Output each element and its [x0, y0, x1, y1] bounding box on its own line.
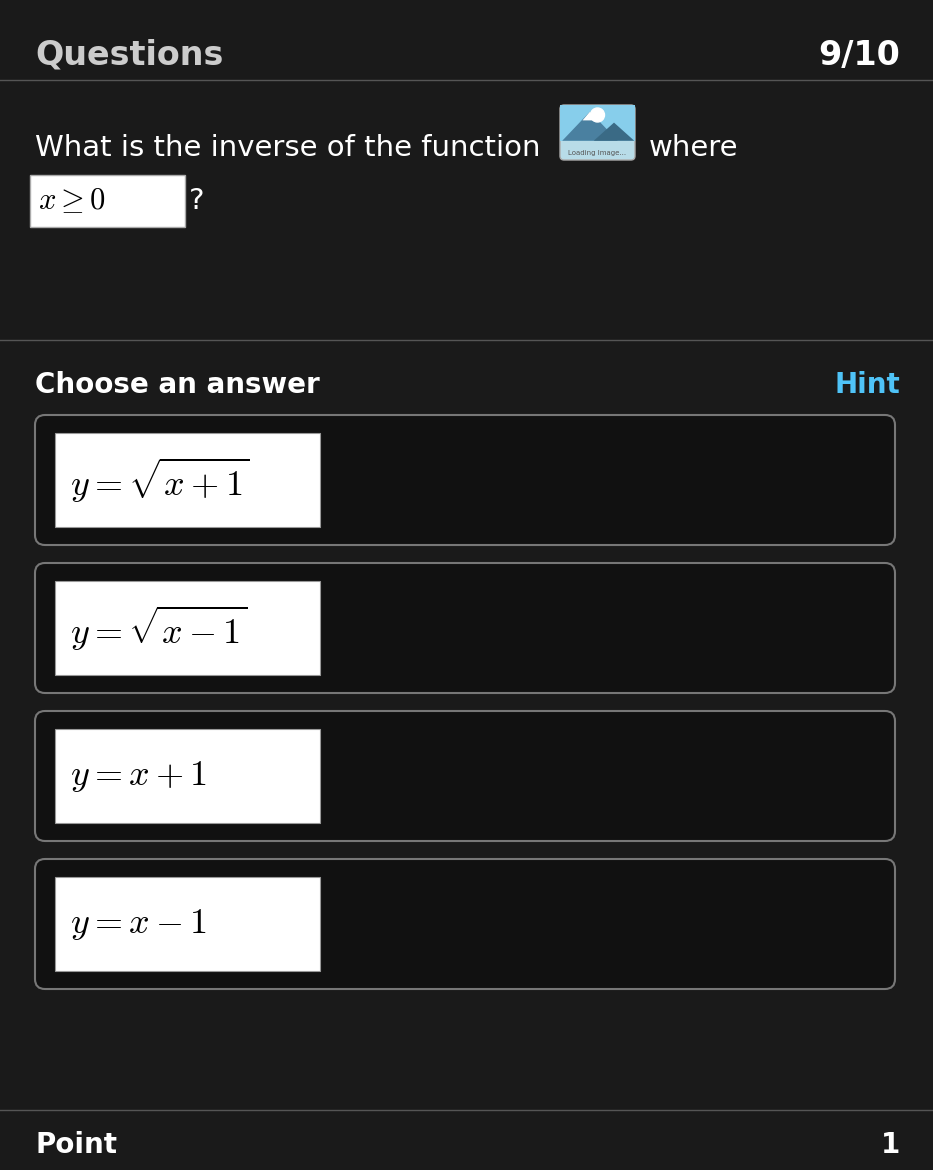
FancyBboxPatch shape — [55, 878, 320, 971]
FancyBboxPatch shape — [30, 176, 185, 227]
FancyBboxPatch shape — [560, 105, 635, 160]
FancyBboxPatch shape — [560, 105, 635, 140]
Text: Choose an answer: Choose an answer — [35, 371, 320, 399]
Polygon shape — [563, 111, 618, 140]
Text: where: where — [649, 135, 739, 161]
FancyBboxPatch shape — [55, 729, 320, 823]
Text: ?: ? — [189, 187, 204, 215]
Text: $y = x-1$: $y = x-1$ — [70, 907, 207, 942]
Text: Point: Point — [35, 1131, 117, 1159]
Circle shape — [591, 108, 605, 122]
Text: What is the inverse of the function: What is the inverse of the function — [35, 135, 540, 161]
Text: Loading Image...: Loading Image... — [568, 150, 627, 156]
Polygon shape — [582, 111, 597, 121]
Text: $y = \sqrt{x-1}$: $y = \sqrt{x-1}$ — [70, 604, 247, 653]
Polygon shape — [593, 123, 634, 140]
FancyBboxPatch shape — [35, 859, 895, 989]
FancyBboxPatch shape — [35, 563, 895, 693]
Text: $y = x+1$: $y = x+1$ — [70, 758, 207, 793]
Text: Questions: Questions — [35, 39, 223, 71]
Text: $y = \sqrt{x+1}$: $y = \sqrt{x+1}$ — [70, 455, 249, 504]
Text: $x \geq 0$: $x \geq 0$ — [38, 186, 106, 215]
FancyBboxPatch shape — [55, 581, 320, 675]
FancyBboxPatch shape — [35, 415, 895, 545]
Text: 9/10: 9/10 — [818, 39, 900, 71]
FancyBboxPatch shape — [55, 433, 320, 526]
Text: Hint: Hint — [834, 371, 900, 399]
FancyBboxPatch shape — [35, 711, 895, 841]
Text: 1: 1 — [881, 1131, 900, 1159]
